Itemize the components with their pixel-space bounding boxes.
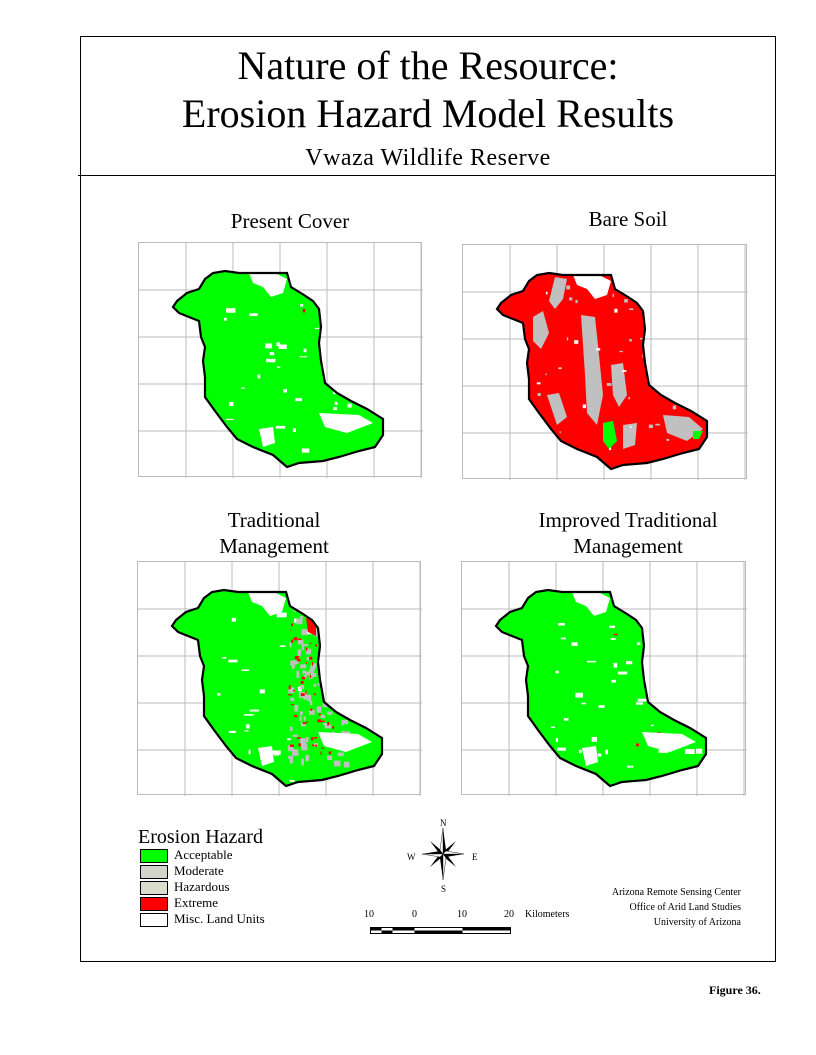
scale-tick-3: 10	[457, 909, 467, 920]
bare-soil-map	[463, 245, 748, 480]
legend-label: Extreme	[174, 895, 219, 910]
scale-tick-1: 10	[364, 909, 374, 920]
legend-label: Misc. Land Units	[174, 911, 265, 926]
legend-swatch	[140, 881, 168, 895]
legend-label: Moderate	[174, 863, 224, 878]
compass-south-label: S	[441, 884, 447, 894]
improved-traditional-management-map	[462, 562, 747, 796]
panel-title-improved-traditional-management: Improved Traditional Management	[538, 508, 718, 558]
compass-west-label: W	[407, 852, 416, 862]
scale-tick-2: 0	[412, 909, 417, 920]
map-panel-present-cover	[138, 242, 423, 478]
credit-line-3: University of Arizona	[653, 917, 741, 928]
map-title-line-2: Erosion Hazard Model Results	[181, 91, 675, 136]
credits: Arizona Remote Sensing Center Office of …	[612, 885, 741, 930]
map-subtitle: Vwaza Wildlife Reserve	[305, 145, 551, 171]
figure-label: Figure 36.	[709, 983, 761, 997]
legend-label: Acceptable	[174, 847, 233, 862]
map-panel-improved-traditional-management	[461, 561, 747, 796]
panel-title-bare-soil: Bare Soil	[588, 207, 668, 231]
legend-label: Hazardous	[174, 879, 230, 894]
scale-tick-4: 20	[504, 909, 514, 920]
legend-swatch	[140, 849, 168, 863]
credit-line-1: Arizona Remote Sensing Center	[611, 887, 741, 898]
present-cover-map	[139, 243, 423, 478]
title-divider	[78, 175, 776, 176]
map-title-line-1: Nature of the Resource:	[237, 43, 619, 88]
scale-bar	[370, 922, 512, 934]
panel-title-traditional-management: Traditional Management	[219, 508, 329, 558]
legend-title: Erosion Hazard	[138, 826, 263, 848]
map-panel-bare-soil	[462, 244, 748, 480]
map-panel-traditional-management	[137, 561, 422, 796]
panel-title-present-cover: Present Cover	[230, 209, 350, 233]
legend-swatch	[140, 913, 168, 927]
scale-units: Kilometers	[525, 909, 570, 920]
compass-east-label: E	[472, 852, 478, 862]
compass-rose-icon	[421, 827, 465, 881]
map-frame	[80, 36, 776, 962]
credit-line-2: Office of Arid Land Studies	[629, 902, 741, 913]
north-arrow	[418, 820, 468, 890]
legend-swatch	[140, 865, 168, 879]
compass-north-label: N	[440, 818, 447, 828]
legend-swatch	[140, 897, 168, 911]
traditional-management-map	[138, 562, 422, 796]
